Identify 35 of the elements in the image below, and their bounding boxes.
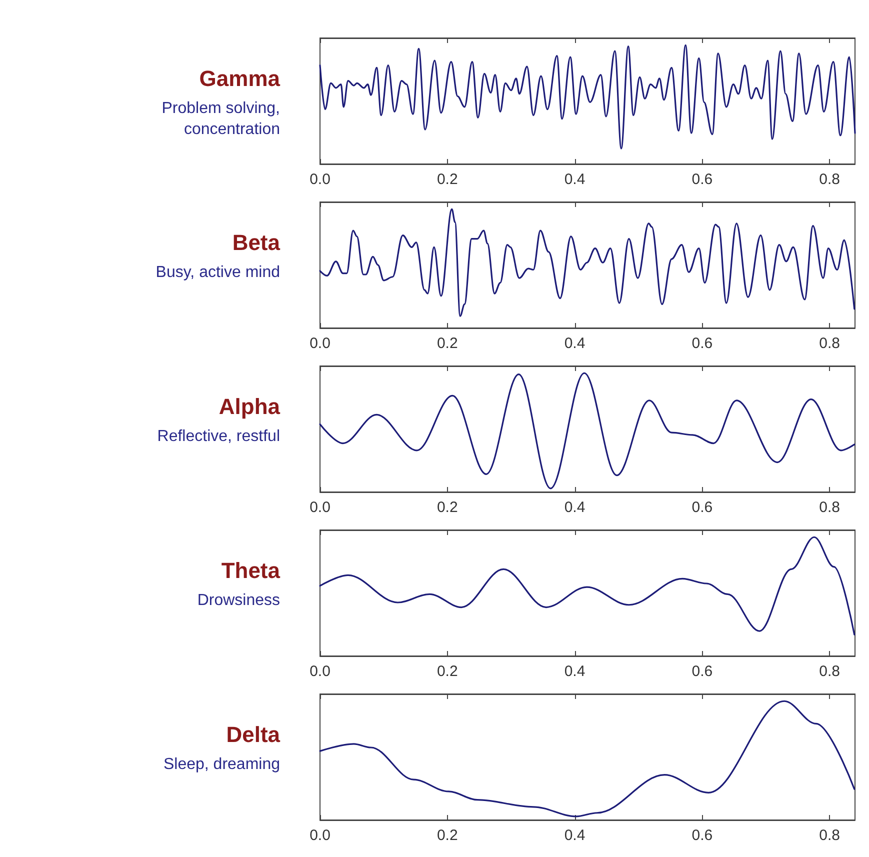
x-tick-label: 0.6	[692, 499, 713, 516]
x-tick-label: 0.2	[436, 663, 458, 680]
x-tick-label: 0.4	[564, 499, 586, 516]
text: Beta	[231, 230, 280, 256]
x-tick-label: 0.0	[310, 171, 330, 188]
x-tick-label: 0.4	[564, 171, 586, 188]
x-tick-label: 0.6	[692, 335, 713, 352]
x-tick-label: 0.8	[819, 171, 840, 188]
text: Theta	[220, 558, 280, 584]
x-tick-label: 0.2	[436, 827, 458, 844]
text: Reflective, restful	[156, 427, 280, 447]
x-tick-label: 0.8	[819, 499, 840, 516]
x-tick-label: 0.0	[310, 827, 330, 844]
x-tick-label: 0.6	[692, 663, 713, 680]
x-tick-label: 0.4	[564, 663, 586, 680]
text: Drowsiness	[196, 591, 280, 611]
x-tick-label: 0.2	[436, 171, 458, 188]
text: Busy, active mind	[154, 263, 280, 283]
x-tick-label: 0.0	[310, 663, 330, 680]
text: Problem solving, concentration	[160, 99, 280, 140]
x-tick-label: 0.8	[819, 827, 840, 844]
x-tick-label: 0.2	[436, 335, 458, 352]
text: Alpha	[218, 394, 280, 420]
x-tick-label: 0.6	[692, 827, 713, 844]
x-tick-label: 0.4	[564, 827, 586, 844]
text: Sleep, dreaming	[162, 755, 280, 775]
x-tick-label: 0.8	[819, 663, 840, 680]
x-tick-label: 0.4	[564, 335, 586, 352]
x-tick-label: 0.0	[310, 335, 330, 352]
x-tick-label: 0.0	[310, 499, 330, 516]
x-tick-label: 0.2	[436, 499, 458, 516]
x-tick-label: 0.8	[819, 335, 840, 352]
x-tick-label: 0.6	[692, 171, 713, 188]
text: Delta	[225, 722, 280, 748]
text: Gamma	[198, 66, 280, 92]
